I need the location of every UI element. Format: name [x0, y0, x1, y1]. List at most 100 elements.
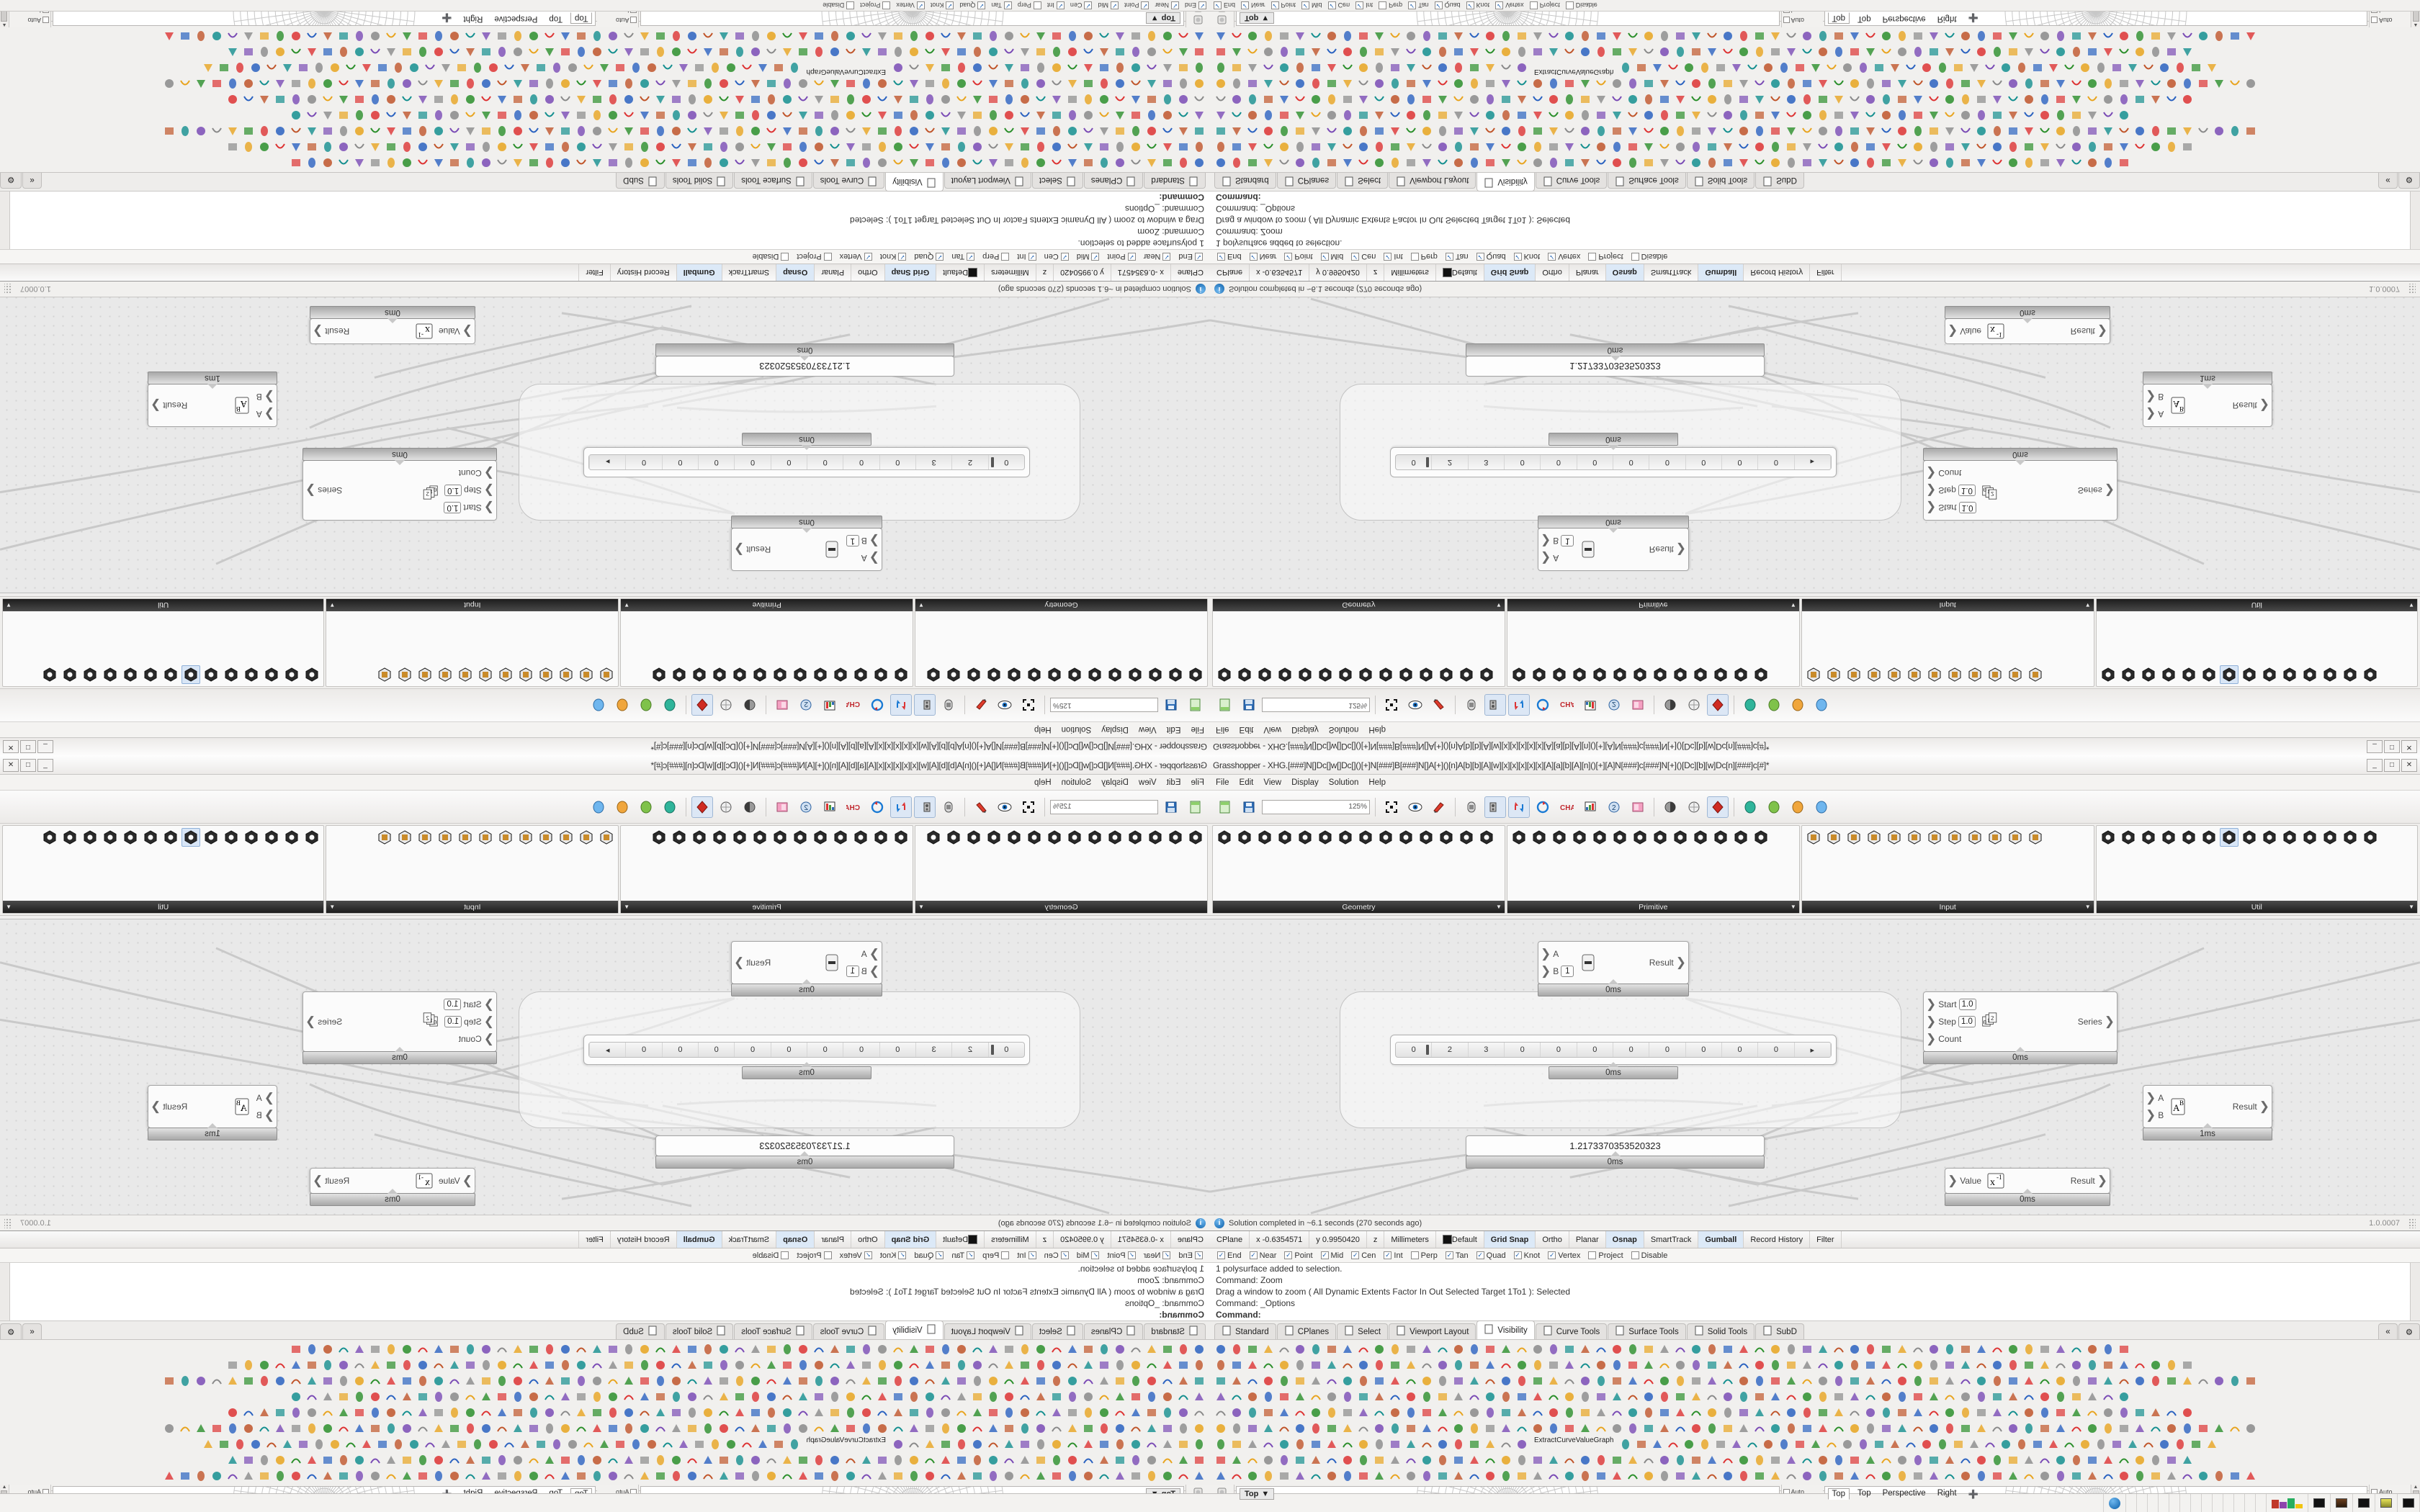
- viewport-tab-perspective[interactable]: Perspective: [1882, 14, 1926, 23]
- number-slider[interactable]: 0 2 3 0 0 0 0 0 0 0 0 ▸: [1390, 447, 1837, 477]
- rhino-tool-icon[interactable]: [1403, 44, 1419, 60]
- component-icon[interactable]: [577, 828, 596, 847]
- component-icon[interactable]: [2139, 665, 2158, 684]
- component-icon[interactable]: [690, 665, 709, 684]
- rhino-tool-icon[interactable]: [1767, 139, 1783, 155]
- rhino-tool-icon[interactable]: [1001, 107, 1017, 123]
- checkbox-icon[interactable]: ✓: [1056, 1, 1065, 9]
- rhino-tool-icon[interactable]: [1498, 60, 1514, 76]
- rhino-tool-icon[interactable]: [843, 155, 859, 171]
- rhino-tool-icon[interactable]: [304, 1373, 320, 1389]
- rhino-tool-icon[interactable]: [2141, 60, 2156, 76]
- toolbar-tab-standard[interactable]: Standard: [1214, 173, 1276, 189]
- status-cell-gumball[interactable]: Gumball: [1698, 1231, 1744, 1248]
- rhino-tool-icon[interactable]: [811, 1421, 827, 1436]
- rhino-tool-icon[interactable]: [938, 1373, 954, 1389]
- component-icon[interactable]: [496, 665, 515, 684]
- rhino-tool-icon[interactable]: [716, 1405, 732, 1421]
- rhino-tool-icon[interactable]: [1799, 123, 1815, 139]
- rhino-tool-icon[interactable]: [811, 1341, 827, 1357]
- rhino-tool-icon[interactable]: [684, 107, 700, 123]
- rhino-tool-icon[interactable]: [2014, 60, 2030, 76]
- rhino-tool-icon[interactable]: [969, 139, 985, 155]
- rhino-tool-icon[interactable]: [288, 1452, 304, 1468]
- rhino-tool-icon[interactable]: [1065, 60, 1080, 76]
- number-slider[interactable]: 0 2 3 0 0 0 0 0 0 0 0 ▸: [1390, 1035, 1837, 1065]
- checkbox-icon[interactable]: ✓: [946, 1, 954, 9]
- paint-icon[interactable]: [970, 695, 992, 716]
- rhino-tool-icon[interactable]: [1973, 107, 1989, 123]
- rhino-tool-icon[interactable]: [2084, 44, 2100, 60]
- rhino-tool-icon[interactable]: [1878, 139, 1894, 155]
- rhino-tool-icon[interactable]: [1017, 1436, 1033, 1452]
- rhino-tool-icon[interactable]: [1033, 60, 1049, 76]
- rhino-tool-icon[interactable]: [874, 76, 890, 91]
- rhino-tool-icon[interactable]: [485, 1436, 501, 1452]
- rhino-tool-icon[interactable]: [193, 76, 209, 91]
- menu-solution[interactable]: Solution: [1061, 725, 1092, 734]
- rhino-tool-icon[interactable]: [1704, 139, 1720, 155]
- rhino-tool-icon[interactable]: [510, 1421, 526, 1436]
- component-icon[interactable]: [436, 665, 454, 684]
- rhino-tool-icon[interactable]: [1498, 123, 1514, 139]
- input-port[interactable]: ❯ Count: [1926, 464, 1961, 482]
- download-icon[interactable]: [890, 796, 912, 818]
- rhino-tool-icon[interactable]: [1371, 60, 1387, 76]
- component-icon[interactable]: [456, 828, 475, 847]
- output-port[interactable]: Result ❯: [2233, 1098, 2269, 1115]
- rhino-tool-icon[interactable]: [1451, 155, 1466, 171]
- osnap-end[interactable]: ✓End: [1185, 1, 1206, 9]
- rhino-tool-icon[interactable]: [786, 60, 802, 76]
- status-cell-cplane[interactable]: CPlane: [1170, 264, 1210, 281]
- rhino-tool-icon[interactable]: [1752, 107, 1767, 123]
- rhino-tool-icon[interactable]: [1175, 139, 1191, 155]
- rhino-tool-icon[interactable]: [1033, 1389, 1049, 1405]
- rhino-tool-icon[interactable]: [2021, 44, 2037, 60]
- rhino-tool-icon[interactable]: [1080, 1389, 1096, 1405]
- rhino-tool-icon[interactable]: [1144, 1341, 1160, 1357]
- rhino-tool-icon[interactable]: [890, 155, 906, 171]
- rhino-tool-icon[interactable]: [2211, 76, 2227, 91]
- rhino-tool-icon[interactable]: [985, 1389, 1001, 1405]
- rhino-tool-icon[interactable]: [336, 1421, 351, 1436]
- rhino-tool-icon[interactable]: [462, 76, 478, 91]
- question-icon[interactable]: [1627, 796, 1649, 818]
- rhino-tool-icon[interactable]: [383, 1389, 399, 1405]
- rhino-tool-icon[interactable]: [1160, 1357, 1175, 1373]
- rhino-tool-icon[interactable]: [732, 155, 748, 171]
- rhino-tool-icon[interactable]: [1799, 107, 1815, 123]
- rhino-tool-icon[interactable]: [1878, 123, 1894, 139]
- rhino-tool-icon[interactable]: [415, 1452, 431, 1468]
- chevron-down-icon[interactable]: ▼: [918, 904, 925, 910]
- osnap-disable[interactable]: Disable: [753, 1251, 789, 1260]
- output-port[interactable]: Result ❯: [151, 397, 187, 414]
- rhino-tool-icon[interactable]: [843, 1357, 859, 1373]
- rhino-tool-icon[interactable]: [415, 1468, 431, 1484]
- osnap-quad[interactable]: ✓Quad: [1434, 1, 1461, 9]
- rhino-tool-icon[interactable]: [732, 1405, 748, 1421]
- rhino-tool-icon[interactable]: [1419, 91, 1435, 107]
- component-icon[interactable]: [924, 828, 943, 847]
- rhino-tool-icon[interactable]: [1049, 1468, 1065, 1484]
- rhino-tool-icon[interactable]: [605, 1341, 621, 1357]
- rhino-tool-icon[interactable]: [1720, 28, 1736, 44]
- rhino-tool-icon[interactable]: [241, 1452, 256, 1468]
- rhino-tool-icon[interactable]: [1191, 1452, 1207, 1468]
- rhino-tool-icon[interactable]: [1160, 107, 1175, 123]
- rhino-tool-icon[interactable]: [383, 1357, 399, 1373]
- rhino-tool-icon[interactable]: [1260, 139, 1276, 155]
- gear-icon[interactable]: ⚙: [0, 173, 22, 189]
- input-port-value[interactable]: 1.0: [444, 485, 462, 496]
- rhino-tool-icon[interactable]: [906, 1436, 922, 1452]
- slider-digit[interactable]: 0: [1649, 1043, 1686, 1057]
- rhino-tool-icon[interactable]: [732, 1357, 748, 1373]
- rhino-tool-icon[interactable]: [1292, 28, 1308, 44]
- rhino-tool-icon[interactable]: [336, 76, 351, 91]
- rhino-tool-icon[interactable]: [367, 1373, 383, 1389]
- rhino-tool-icon[interactable]: [684, 1373, 700, 1389]
- rhino-tool-icon[interactable]: [1065, 1373, 1080, 1389]
- rhino-tool-icon[interactable]: [1451, 44, 1466, 60]
- rhino-tool-icon[interactable]: [1847, 155, 1863, 171]
- ribbon-group-input[interactable]: Input ▼: [326, 598, 619, 687]
- rhino-tool-icon[interactable]: [177, 28, 193, 44]
